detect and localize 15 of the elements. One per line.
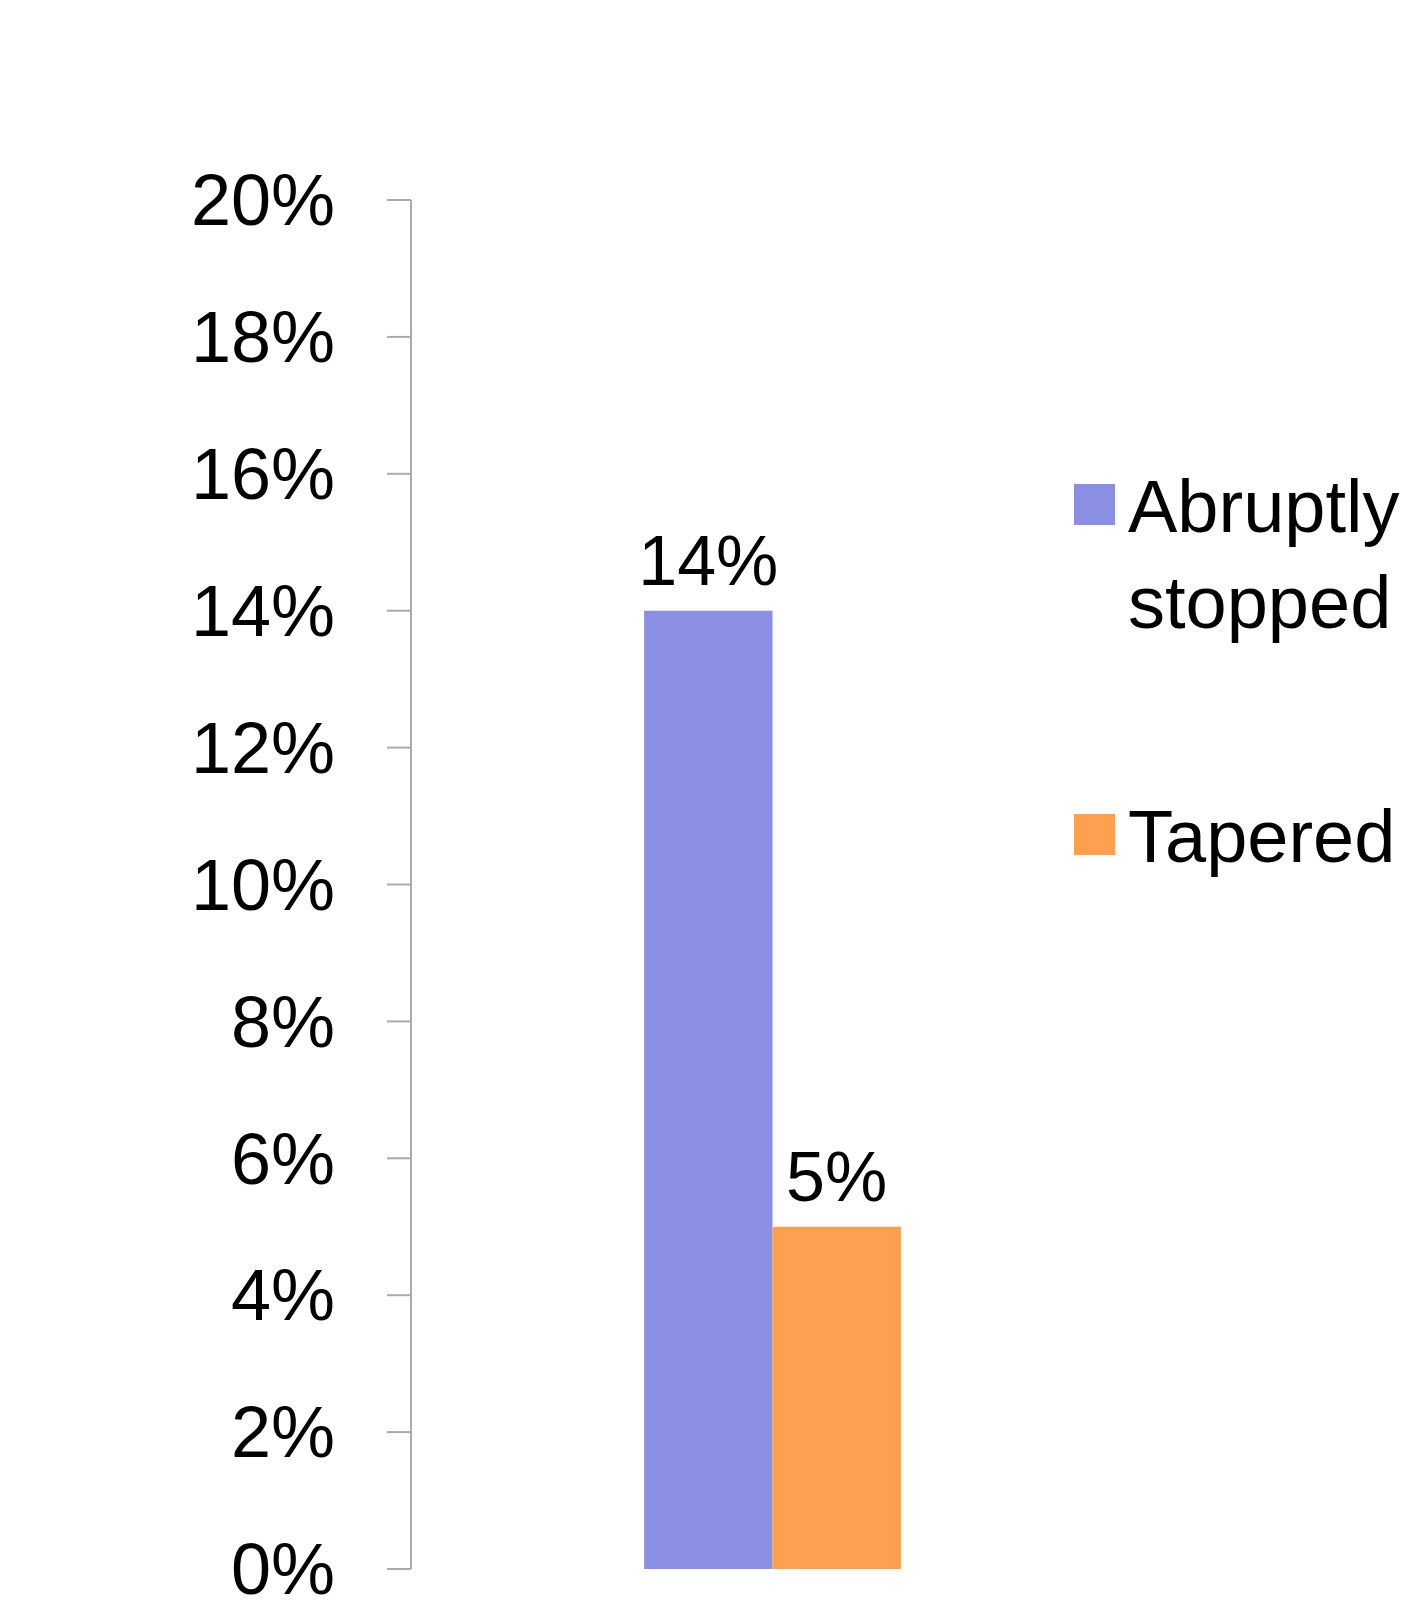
y-tick-label: 8% xyxy=(230,981,335,1062)
y-tick-label: 4% xyxy=(230,1255,335,1336)
y-tick-label: 10% xyxy=(190,844,335,925)
y-tick-label: 6% xyxy=(230,1118,335,1199)
y-tick-label: 0% xyxy=(230,1529,335,1604)
y-tick-label: 18% xyxy=(190,297,335,378)
legend-label: Tapered xyxy=(1128,795,1396,878)
y-tick-label: 14% xyxy=(190,570,335,651)
legend-label: Abruptly stopped xyxy=(1128,465,1400,644)
y-tick-label: 16% xyxy=(190,434,335,514)
y-tick-label: 20% xyxy=(190,160,335,241)
y-tick-label: 12% xyxy=(190,707,335,788)
y-tick-label: 2% xyxy=(230,1392,335,1473)
data-label: 5% xyxy=(786,1137,888,1216)
data-label: 14% xyxy=(638,521,779,600)
